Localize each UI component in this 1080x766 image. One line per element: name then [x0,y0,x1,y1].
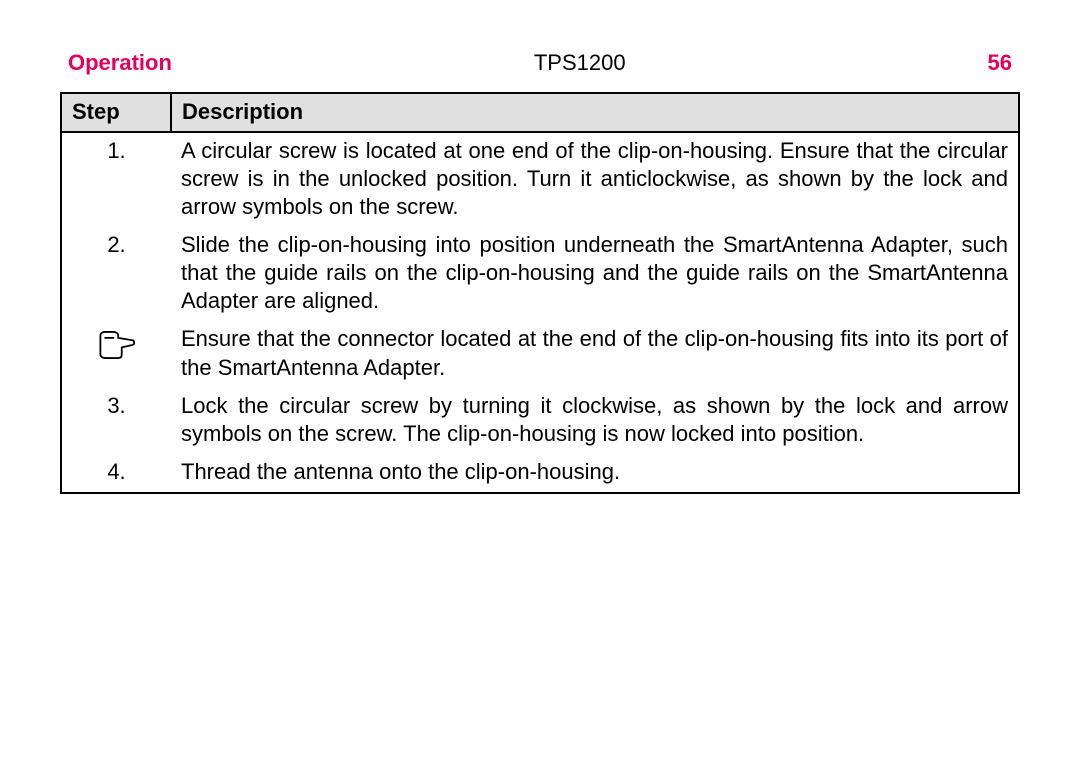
step-number: 2. [61,227,171,321]
step-description: A circular screw is located at one end o… [171,132,1019,227]
table-row: 4. Thread the antenna onto the clip-on-h… [61,454,1019,493]
step-description: Thread the antenna onto the clip-on-hous… [171,454,1019,493]
table-header-row: Step Description [61,93,1019,131]
document-page: Operation TPS1200 56 Step Description 1.… [0,0,1080,766]
step-icon-cell [61,321,171,387]
pointing-hand-icon [72,329,161,361]
table-row: 2. Slide the clip-on-housing into positi… [61,227,1019,321]
column-header-step: Step [61,93,171,131]
step-description: Lock the circular screw by turning it cl… [171,388,1019,454]
page-number: 56 [988,50,1012,76]
step-number: 3. [61,388,171,454]
step-number: 4. [61,454,171,493]
step-description: Slide the clip-on-housing into position … [171,227,1019,321]
table-row: Ensure that the connector located at the… [61,321,1019,387]
product-name: TPS1200 [534,50,626,76]
step-number: 1. [61,132,171,227]
table-row: 1. A circular screw is located at one en… [61,132,1019,227]
steps-table: Step Description 1. A circular screw is … [60,92,1020,494]
section-title: Operation [68,50,172,76]
page-header: Operation TPS1200 56 [60,50,1020,76]
table-row: 3. Lock the circular screw by turning it… [61,388,1019,454]
step-description: Ensure that the connector located at the… [171,321,1019,387]
column-header-description: Description [171,93,1019,131]
